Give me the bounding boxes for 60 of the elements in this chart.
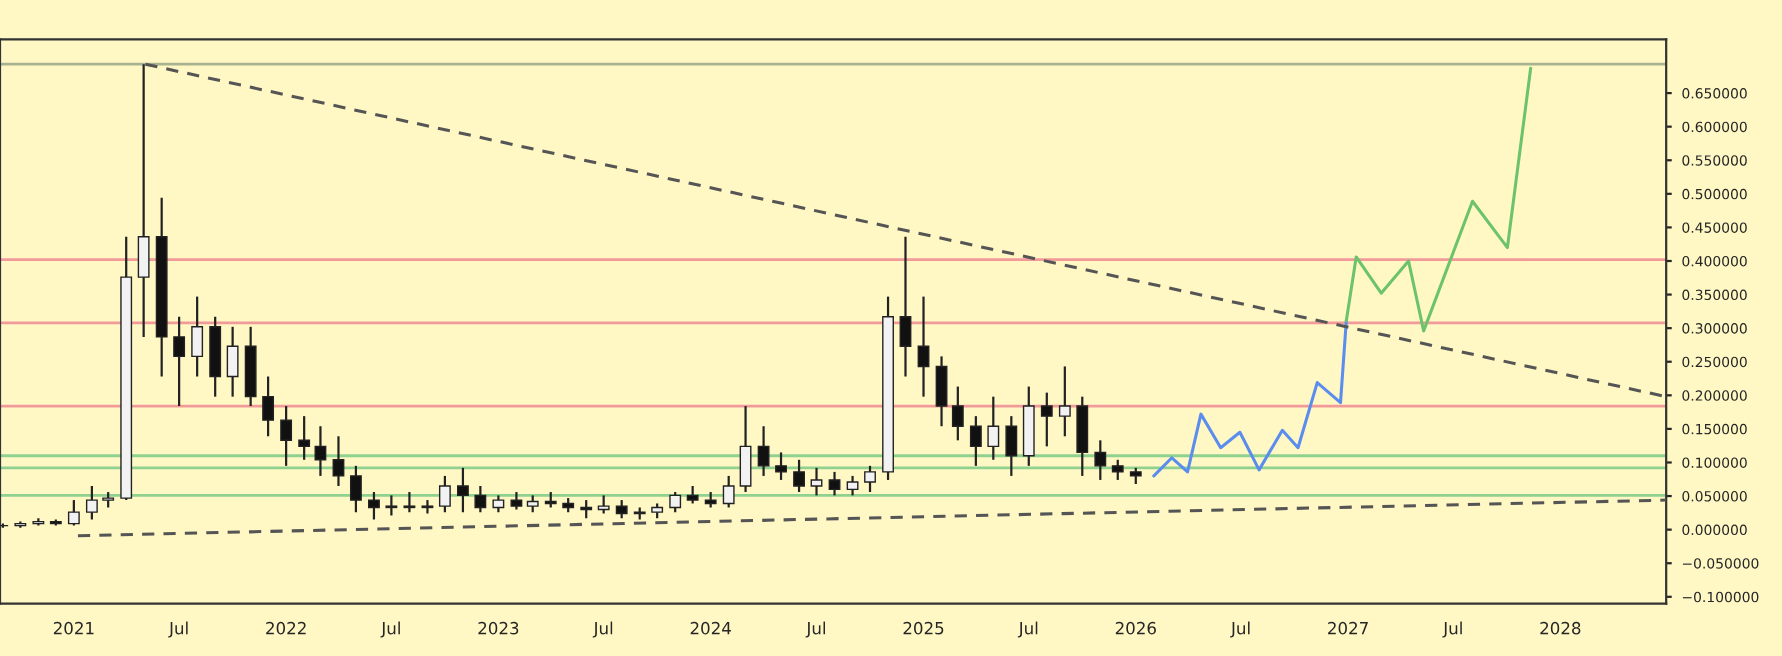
candlestick bbox=[935, 355, 948, 428]
candlestick bbox=[262, 375, 275, 438]
x-tick-label: Jul bbox=[1017, 621, 1038, 638]
candlestick bbox=[1111, 458, 1124, 482]
candlestick bbox=[280, 404, 293, 467]
candlestick bbox=[456, 466, 469, 514]
candlestick bbox=[421, 498, 434, 515]
candlestick bbox=[846, 474, 859, 497]
candlestick bbox=[1040, 391, 1053, 448]
x-tick-label: 2022 bbox=[266, 621, 306, 635]
candlestick bbox=[917, 295, 930, 398]
candlestick bbox=[332, 435, 345, 488]
candlestick bbox=[580, 498, 593, 520]
x-tick-label: Jul bbox=[805, 621, 825, 638]
candlestick bbox=[137, 63, 150, 338]
candlestick bbox=[173, 315, 186, 408]
candlestick bbox=[474, 484, 487, 514]
candlestick bbox=[757, 425, 770, 478]
candlestick bbox=[810, 466, 823, 497]
candlestick bbox=[669, 490, 682, 514]
candlestick bbox=[1058, 365, 1071, 438]
x-tick-label: Jul bbox=[1442, 621, 1462, 638]
candlestick bbox=[969, 415, 982, 467]
candlestick bbox=[191, 295, 204, 378]
candlestick bbox=[987, 395, 1000, 461]
x-tick-label: Jul bbox=[1230, 621, 1250, 638]
candlestick bbox=[615, 498, 628, 520]
x-tick-label: 2021 bbox=[53, 621, 94, 635]
candlestick bbox=[951, 385, 964, 442]
x-tick-label: Jul bbox=[592, 621, 613, 638]
candlestick bbox=[1076, 395, 1089, 478]
candlestick bbox=[67, 498, 80, 527]
candlestick bbox=[775, 451, 787, 482]
x-tick-label: Jul bbox=[168, 621, 188, 638]
candlestick bbox=[793, 458, 805, 494]
candlestick bbox=[349, 464, 362, 514]
candlestick bbox=[368, 490, 380, 521]
line-series bbox=[1344, 66, 1533, 333]
candlestick bbox=[1094, 439, 1107, 482]
candlestick bbox=[739, 404, 752, 494]
candlestick bbox=[298, 415, 311, 461]
x-tick-label: Jul bbox=[380, 621, 400, 638]
candlestick bbox=[226, 325, 239, 398]
candlestick bbox=[438, 474, 451, 514]
x-tick-label: 2023 bbox=[478, 621, 519, 635]
candlestick bbox=[828, 470, 841, 497]
candlestick bbox=[1005, 415, 1018, 478]
candlestick bbox=[722, 474, 735, 509]
x-tick-label: 2024 bbox=[690, 621, 731, 635]
x-tick-label: 2026 bbox=[1115, 621, 1156, 635]
candlestick bbox=[385, 494, 398, 517]
candlestick bbox=[899, 235, 912, 378]
x-tick-label: 2025 bbox=[903, 621, 944, 635]
x-tick-label: 2028 bbox=[1540, 621, 1581, 635]
candlestick bbox=[403, 490, 416, 514]
candlestick bbox=[864, 464, 876, 494]
candlestick bbox=[85, 484, 98, 521]
line-series bbox=[1152, 319, 1348, 478]
candlestick bbox=[597, 494, 610, 515]
x-tick-label: 2027 bbox=[1328, 621, 1368, 635]
